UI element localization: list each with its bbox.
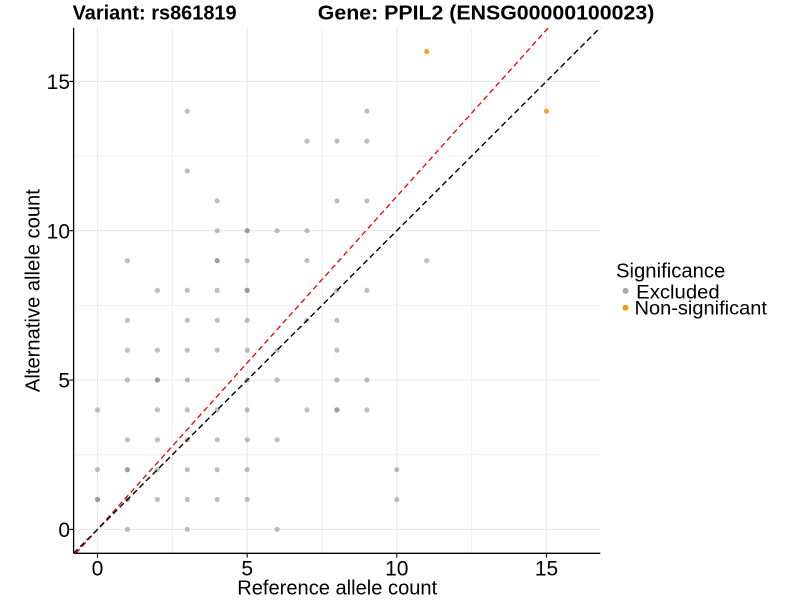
svg-text:Alternative allele count: Alternative allele count — [23, 189, 45, 392]
svg-text:Excluded: Excluded — [636, 282, 720, 304]
svg-text:Non-significant: Non-significant — [635, 298, 768, 320]
svg-text:Gene: PPIL2 (ENSG00000100023): Gene: PPIL2 (ENSG00000100023) — [318, 3, 655, 25]
svg-text:0: 0 — [58, 519, 70, 542]
svg-text:15: 15 — [535, 557, 558, 580]
svg-text:Variant: rs861819: Variant: rs861819 — [73, 3, 237, 25]
svg-text:0: 0 — [92, 557, 104, 580]
svg-text:Significance: Significance — [616, 260, 725, 282]
svg-text:5: 5 — [241, 557, 253, 580]
svg-text:Reference allele count: Reference allele count — [237, 578, 437, 600]
svg-text:10: 10 — [385, 557, 408, 580]
svg-text:10: 10 — [47, 220, 70, 243]
svg-text:5: 5 — [58, 370, 70, 393]
svg-text:15: 15 — [47, 71, 70, 94]
